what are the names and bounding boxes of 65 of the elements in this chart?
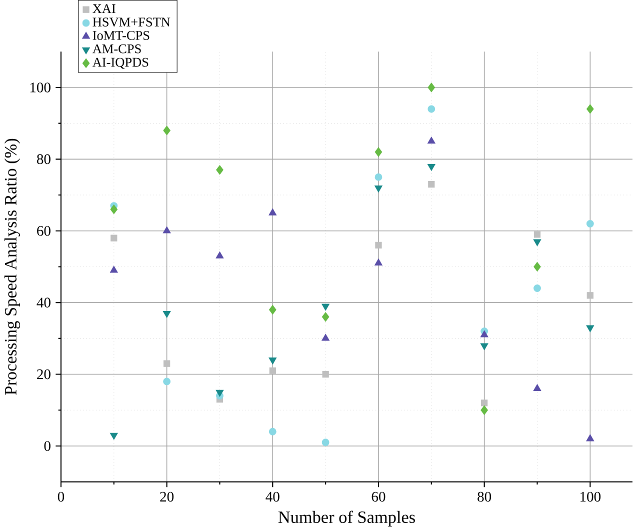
y-tick-label: 0 [44, 441, 50, 451]
point [268, 358, 277, 364]
point [322, 312, 330, 322]
y-tick-label: 80 [37, 154, 50, 164]
point [216, 390, 224, 397]
x-tick-label: 80 [478, 492, 492, 502]
point [374, 186, 382, 192]
point [164, 360, 170, 367]
point [268, 428, 276, 436]
point [533, 384, 542, 392]
point [427, 136, 436, 144]
point [374, 173, 382, 181]
point [163, 126, 170, 136]
y-tick-label: 40 [36, 298, 50, 308]
point [427, 164, 436, 171]
x-axis-title: Number of Samples [278, 510, 415, 527]
legend-label: AI-IQPDS [92, 58, 148, 69]
x-tick-label: 20 [160, 492, 174, 502]
point [269, 305, 276, 315]
point [428, 180, 435, 188]
point [586, 220, 594, 228]
point [534, 231, 541, 238]
y-axis-title: Processing Speed Analysis Ratio (%) [4, 138, 20, 395]
point [162, 310, 171, 318]
point [534, 284, 541, 292]
point [322, 371, 329, 378]
point [162, 226, 171, 234]
point [322, 438, 330, 446]
point [110, 234, 118, 242]
point [374, 258, 382, 266]
legend-label: HSVM+FSTN [92, 18, 170, 27]
y-tick-label: 100 [30, 82, 50, 92]
point [374, 147, 382, 157]
point [216, 165, 224, 175]
point [269, 367, 276, 374]
point [216, 251, 224, 258]
point [110, 266, 118, 273]
point [586, 434, 594, 442]
x-tick-label: 60 [372, 492, 386, 502]
x-tick-label: 100 [580, 492, 601, 502]
point [110, 432, 118, 440]
point [586, 104, 594, 114]
point [428, 82, 436, 92]
point [480, 343, 488, 350]
point [322, 304, 330, 311]
point [268, 208, 277, 216]
point [586, 325, 594, 332]
point [480, 330, 488, 338]
point [481, 400, 488, 406]
point [428, 105, 436, 113]
point [110, 204, 118, 214]
point [163, 378, 171, 386]
point [586, 292, 594, 299]
point [375, 242, 382, 249]
legend-label: IoMT-CPS [92, 31, 150, 40]
point [534, 262, 541, 272]
y-tick-label: 60 [37, 226, 50, 236]
point [322, 334, 330, 341]
x-tick-label: 0 [58, 492, 64, 502]
point [480, 405, 488, 415]
y-tick-label: 20 [37, 369, 50, 380]
x-tick-label: 40 [266, 492, 280, 502]
legend-label: XAI [92, 4, 116, 14]
legend-label: AM-CPS [92, 44, 141, 54]
point [533, 239, 542, 246]
